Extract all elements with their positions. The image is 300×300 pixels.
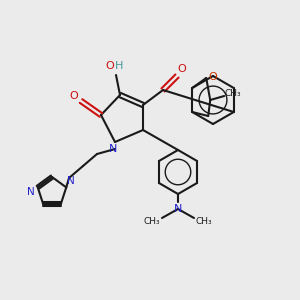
Text: CH₃: CH₃ xyxy=(196,218,212,226)
Text: N: N xyxy=(68,176,75,186)
Text: O: O xyxy=(209,72,218,82)
Text: CH₃: CH₃ xyxy=(144,218,160,226)
Text: H: H xyxy=(115,61,123,71)
Text: O: O xyxy=(106,61,114,71)
Text: O: O xyxy=(178,64,186,74)
Text: N: N xyxy=(27,188,34,197)
Text: O: O xyxy=(70,91,78,101)
Text: N: N xyxy=(109,144,117,154)
Text: N: N xyxy=(174,204,182,214)
Text: CH₃: CH₃ xyxy=(225,89,242,98)
